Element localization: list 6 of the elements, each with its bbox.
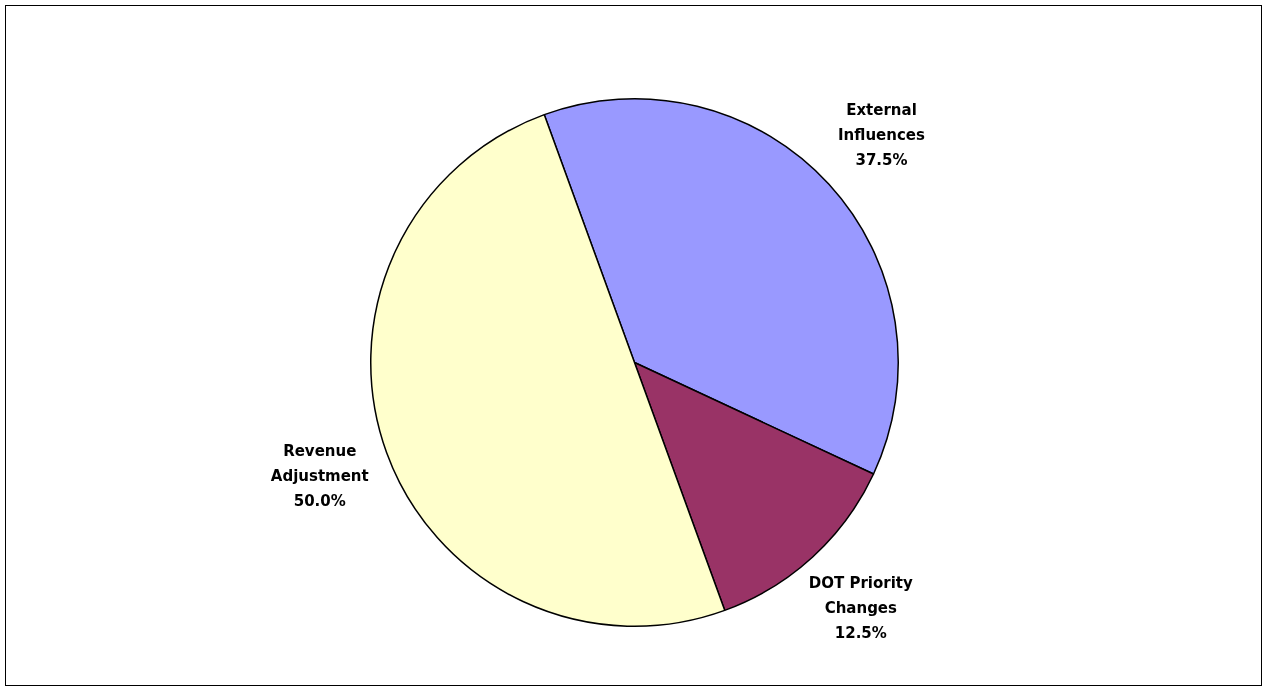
data-label: 50.0% <box>293 491 346 510</box>
slice-label: Revenue Adjustment <box>270 441 369 485</box>
data-label: 12.5% <box>834 624 887 643</box>
slice-label: DOT Priority Changes <box>808 574 914 618</box>
slice-label: External Influences <box>838 101 925 145</box>
data-label: 37.5% <box>855 151 908 170</box>
